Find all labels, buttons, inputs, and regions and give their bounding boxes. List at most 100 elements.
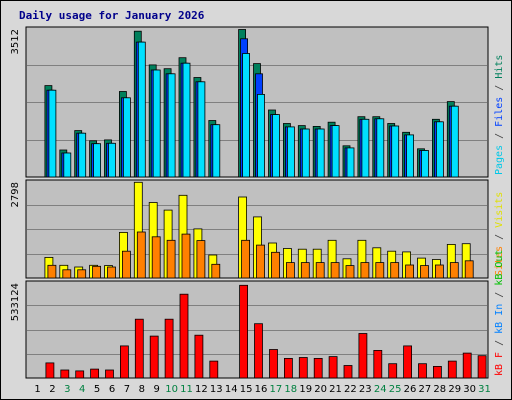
bar-sites (405, 264, 415, 279)
bar-kb-f (313, 357, 323, 379)
series-legend-middle: Sites / Visits (494, 192, 505, 276)
y-max-label: 533124 (10, 283, 21, 321)
legend-part: / (494, 228, 505, 246)
bar-pages (435, 121, 444, 178)
legend-part: Hits (494, 55, 505, 79)
bar-sites (330, 262, 340, 279)
day-label: 6 (109, 384, 115, 395)
bar-pages (346, 147, 355, 178)
bar-sites (434, 264, 444, 279)
bar-sites (285, 262, 295, 279)
day-label: 3 (64, 384, 70, 395)
bar-pages (78, 132, 87, 178)
day-label: 18 (284, 384, 297, 395)
bar-pages (123, 97, 131, 178)
series-legend-top: Pages / Files / Hits (494, 55, 505, 175)
bar-kb-f (343, 365, 353, 379)
legend-part: kB Out (494, 250, 505, 286)
day-label: 26 (404, 384, 417, 395)
bar-kb-f (194, 334, 204, 379)
bar-kb-f (90, 368, 99, 379)
day-axis-labels: 1 2 3 4 5 6 7 8 9 10 11 12 13 14 15 16 17 18 19 20 21 22 23 24 2… (34, 384, 491, 395)
bar-pages (242, 53, 251, 178)
bar-kb-f (134, 318, 144, 379)
bar-pages (108, 142, 116, 178)
bar-pages (212, 124, 221, 178)
bar-pages (93, 143, 101, 178)
bar-sites (211, 263, 221, 279)
bar-kb-f (254, 323, 263, 379)
bar-sites (47, 264, 57, 279)
bar-sites (256, 244, 265, 279)
bar-pages (376, 118, 385, 178)
bar-pages (272, 114, 280, 178)
bar-sites (420, 265, 429, 279)
day-label: 1 (34, 384, 40, 395)
bar-sites (375, 262, 385, 279)
legend-part: kB F (494, 352, 505, 376)
day-label: 31 (478, 384, 491, 395)
bar-kb-f (45, 362, 55, 379)
bar-pages (152, 69, 161, 178)
bar-sites (390, 262, 400, 279)
y-max-label: 2798 (10, 182, 21, 207)
bar-pages (286, 126, 295, 178)
bar-kb-f (388, 363, 398, 379)
bar-pages (48, 89, 57, 178)
bar-sites (464, 260, 474, 279)
day-label: 30 (463, 384, 476, 395)
legend-part: / (494, 79, 505, 97)
day-label: 21 (329, 384, 342, 395)
bar-pages (316, 128, 325, 178)
bar-sites (181, 233, 191, 279)
day-label: 4 (79, 384, 85, 395)
day-label: 8 (139, 384, 145, 395)
bar-kb-f (403, 345, 413, 379)
day-label: 7 (124, 384, 130, 395)
bar-pages (167, 73, 176, 178)
bar-kb-f (105, 369, 114, 379)
day-label: 29 (448, 384, 461, 395)
bar-kb-f (298, 357, 308, 379)
day-label: 22 (344, 384, 357, 395)
chart-title: Daily usage for January 2026 (19, 9, 205, 22)
day-label: 17 (270, 384, 283, 395)
bar-pages (391, 125, 400, 178)
bar-kb-f (447, 360, 457, 379)
bar-pages (406, 134, 415, 178)
bar-kb-f (328, 356, 338, 379)
legend-part: Files (494, 97, 505, 127)
bar-sites (449, 262, 459, 279)
bar-pages (301, 128, 310, 178)
bar-pages (197, 81, 206, 178)
day-label: 24 (374, 384, 387, 395)
bar-sites (300, 262, 310, 279)
legend-part: Visits (494, 192, 505, 228)
bar-sites (151, 236, 161, 279)
bar-pages (361, 118, 370, 178)
bar-kb-f (418, 363, 427, 379)
day-label: 27 (419, 384, 432, 395)
day-label: 13 (210, 384, 223, 395)
bar-pages (331, 125, 340, 178)
bar-sites (196, 240, 206, 279)
y-max-label: 3512 (10, 29, 21, 54)
bar-kb-f (283, 357, 293, 379)
day-label: 16 (255, 384, 268, 395)
bar-kb-f (269, 349, 278, 379)
bar-kb-f (462, 352, 472, 379)
day-label: 15 (240, 384, 253, 395)
day-label: 19 (299, 384, 312, 395)
bar-kb-f (373, 349, 383, 379)
day-label: 11 (180, 384, 193, 395)
panel-top: 3512 Pages / Files / Hits (10, 26, 505, 178)
series-legend-bottom: kB F / kB In / kB Out (494, 250, 505, 376)
bar-kb-f (149, 335, 159, 379)
bar-pages (257, 94, 265, 178)
bar-sites (241, 239, 251, 279)
bar-kb-f (432, 365, 442, 379)
day-label: 5 (94, 384, 100, 395)
day-label: 28 (433, 384, 446, 395)
day-label: 10 (165, 384, 178, 395)
